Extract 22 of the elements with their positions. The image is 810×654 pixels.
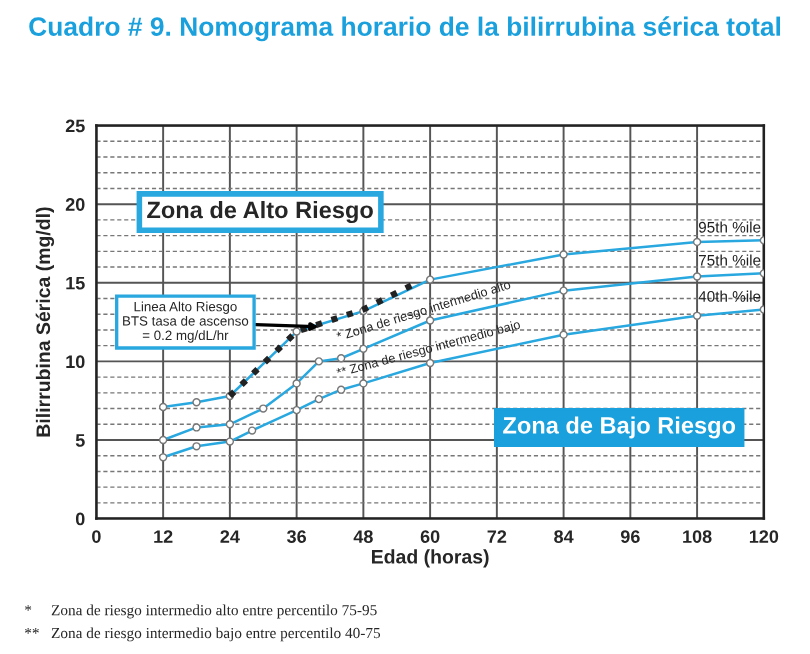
y-tick-label: 10 (66, 355, 85, 369)
annotation: Zona de Bajo Riesgo (503, 416, 736, 439)
x-tick-label: 72 (487, 530, 507, 543)
y-tick-label: 0 (75, 512, 85, 526)
x-tick-label: 60 (420, 530, 440, 543)
y-tick-label: 20 (65, 198, 85, 211)
x-tick-label: 48 (353, 530, 373, 543)
y-tick-label: 5 (75, 434, 85, 447)
x-tick-label: 0 (92, 530, 101, 543)
x-tick-label: 96 (620, 530, 640, 543)
x-tick-label: 120 (749, 530, 779, 543)
y-tick-label: 25 (65, 119, 85, 133)
y-tick-label: 15 (66, 276, 85, 290)
x-tick-label: 12 (154, 530, 173, 543)
x-tick-label: 36 (287, 530, 307, 544)
x-tick-label: 108 (683, 530, 712, 543)
chart-title: Cuadro # 9. Nomograma horario de la bilirrubina sérica total (29, 16, 781, 42)
y-axis-title: Bilirrubina Sérica (mg/dl) (35, 207, 55, 437)
x-axis-title: Edad (horas) (371, 549, 489, 568)
annotation: Zona de Alto Riesgo (147, 200, 373, 224)
x-tick-label: 84 (554, 530, 574, 543)
x-tick-label: 24 (220, 530, 240, 543)
